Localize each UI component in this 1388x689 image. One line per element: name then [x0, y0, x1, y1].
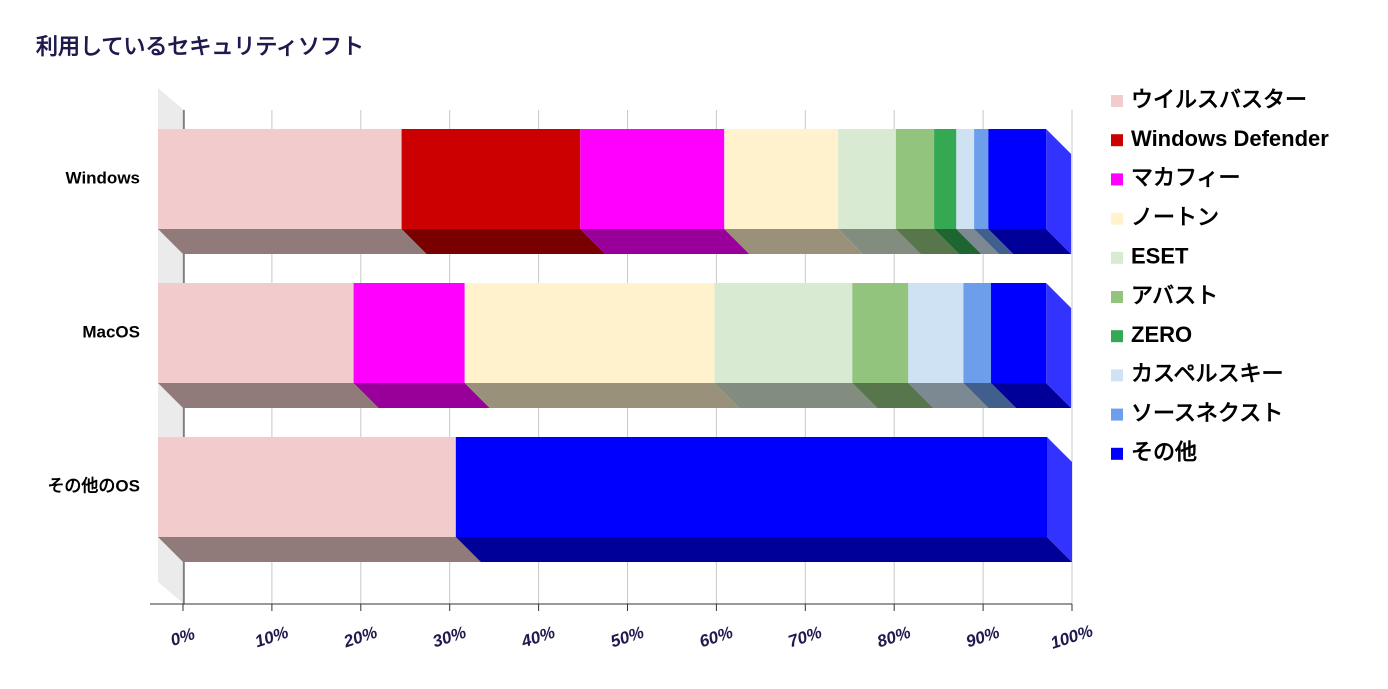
- bar-floor: [464, 383, 740, 408]
- bar-segment: [714, 283, 853, 383]
- bar-floor: [580, 229, 750, 254]
- bar-floor: [838, 229, 921, 254]
- x-tick-label: 0%: [168, 624, 197, 650]
- bar-segment: [988, 129, 1047, 229]
- x-tick-label: 10%: [252, 623, 290, 652]
- bar-floor: [956, 229, 1000, 254]
- bar-segment: [974, 129, 989, 229]
- legend-swatch: [1111, 291, 1123, 303]
- bar-segment: [580, 129, 725, 229]
- legend-swatch: [1111, 408, 1123, 421]
- category-label: MacOS: [82, 322, 140, 341]
- x-tick-label: 70%: [786, 623, 824, 652]
- bar-segment: [353, 283, 465, 383]
- bar-floor: [158, 537, 481, 562]
- bar-segment: [158, 437, 456, 537]
- legend-label: Windows Defender: [1131, 126, 1329, 151]
- bar-floor: [934, 229, 982, 254]
- bar-floor: [852, 383, 934, 408]
- bar-floor: [353, 383, 490, 408]
- legend-label: ESET: [1131, 244, 1189, 269]
- bar-segment: [895, 129, 935, 229]
- legend-label: カスペルスキー: [1131, 361, 1283, 386]
- legend-label: その他: [1131, 440, 1197, 465]
- bar-floor: [724, 229, 864, 254]
- x-tick-label: 100%: [1048, 621, 1095, 653]
- bar-floor: [988, 229, 1072, 254]
- legend-swatch: [1111, 369, 1123, 382]
- x-tick-label: 80%: [875, 623, 913, 652]
- bar-side: [1046, 129, 1072, 254]
- legend-swatch: [1111, 173, 1123, 186]
- x-tick-label: 20%: [340, 623, 379, 652]
- x-tick-label: 40%: [518, 623, 557, 652]
- bar-floor: [455, 537, 1072, 562]
- bar-segment: [956, 129, 975, 229]
- bar-segment: [963, 283, 991, 383]
- bar-side: [1047, 437, 1072, 562]
- bar-segment: [464, 283, 715, 383]
- bar-segment: [158, 129, 402, 229]
- bar-segment: [724, 129, 839, 229]
- bar-segment: [838, 129, 896, 229]
- chart-title: 利用しているセキュリティソフト: [36, 34, 364, 59]
- bar-floor: [401, 229, 606, 254]
- x-tick-label: 60%: [697, 623, 735, 652]
- bar-floor: [974, 229, 1014, 254]
- legend-swatch: [1111, 95, 1123, 107]
- bar-segment: [908, 283, 964, 383]
- legend-swatch: [1111, 447, 1123, 460]
- bar-segment: [455, 437, 1047, 537]
- legend-label: アバスト: [1131, 283, 1218, 308]
- bar-segment: [158, 283, 354, 383]
- bar-segment: [852, 283, 909, 383]
- legend-label: ZERO: [1131, 322, 1192, 347]
- legend-label: ウイルスバスター: [1131, 87, 1307, 112]
- legend-label: ソースネクスト: [1131, 400, 1283, 425]
- x-tick-label: 90%: [964, 623, 1002, 652]
- legend-label: マカフィー: [1131, 165, 1241, 190]
- bar-segment: [401, 129, 581, 229]
- bar-floor: [908, 383, 989, 408]
- bar-segment: [934, 129, 957, 229]
- bar-floor: [990, 383, 1072, 408]
- legend-swatch: [1111, 251, 1123, 264]
- legend-swatch: [1111, 134, 1123, 147]
- bar-floor: [158, 229, 427, 254]
- bar-side: [1046, 283, 1072, 408]
- x-tick-label: 30%: [430, 623, 468, 652]
- legend-swatch: [1111, 330, 1123, 343]
- category-label: Windows: [66, 168, 140, 187]
- legend-swatch: [1111, 212, 1123, 225]
- bar-floor: [714, 383, 878, 408]
- bar-floor: [963, 383, 1016, 408]
- bar-floor: [895, 229, 960, 254]
- bar-floor: [158, 383, 379, 408]
- bar-segment: [990, 283, 1047, 383]
- legend-label: ノートン: [1131, 204, 1219, 229]
- x-tick-label: 50%: [608, 623, 646, 652]
- category-label: その他のOS: [47, 475, 140, 495]
